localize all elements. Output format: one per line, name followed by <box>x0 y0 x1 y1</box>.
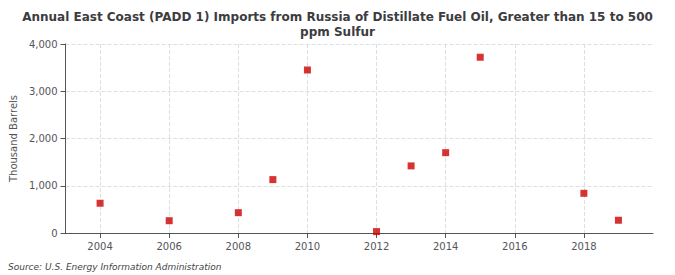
svg-text:4,000: 4,000 <box>29 39 58 50</box>
svg-text:2010: 2010 <box>295 241 320 252</box>
svg-text:2012: 2012 <box>364 241 389 252</box>
svg-text:2,000: 2,000 <box>29 133 58 144</box>
svg-text:3,000: 3,000 <box>29 86 58 97</box>
svg-text:2016: 2016 <box>502 241 527 252</box>
svg-text:Thousand Barrels: Thousand Barrels <box>8 95 19 183</box>
svg-text:2018: 2018 <box>571 241 596 252</box>
svg-text:Source: U.S. Energy Informatio: Source: U.S. Energy Information Administ… <box>8 262 222 272</box>
svg-text:2008: 2008 <box>226 241 251 252</box>
svg-text:2004: 2004 <box>87 241 112 252</box>
svg-text:2006: 2006 <box>156 241 181 252</box>
svg-text:0: 0 <box>51 228 57 239</box>
svg-text:2014: 2014 <box>433 241 458 252</box>
svg-text:1,000: 1,000 <box>29 180 58 191</box>
svg-text:ppm Sulfur: ppm Sulfur <box>300 25 375 39</box>
svg-text:Annual East Coast (PADD 1) Imp: Annual East Coast (PADD 1) Imports from … <box>22 10 653 24</box>
